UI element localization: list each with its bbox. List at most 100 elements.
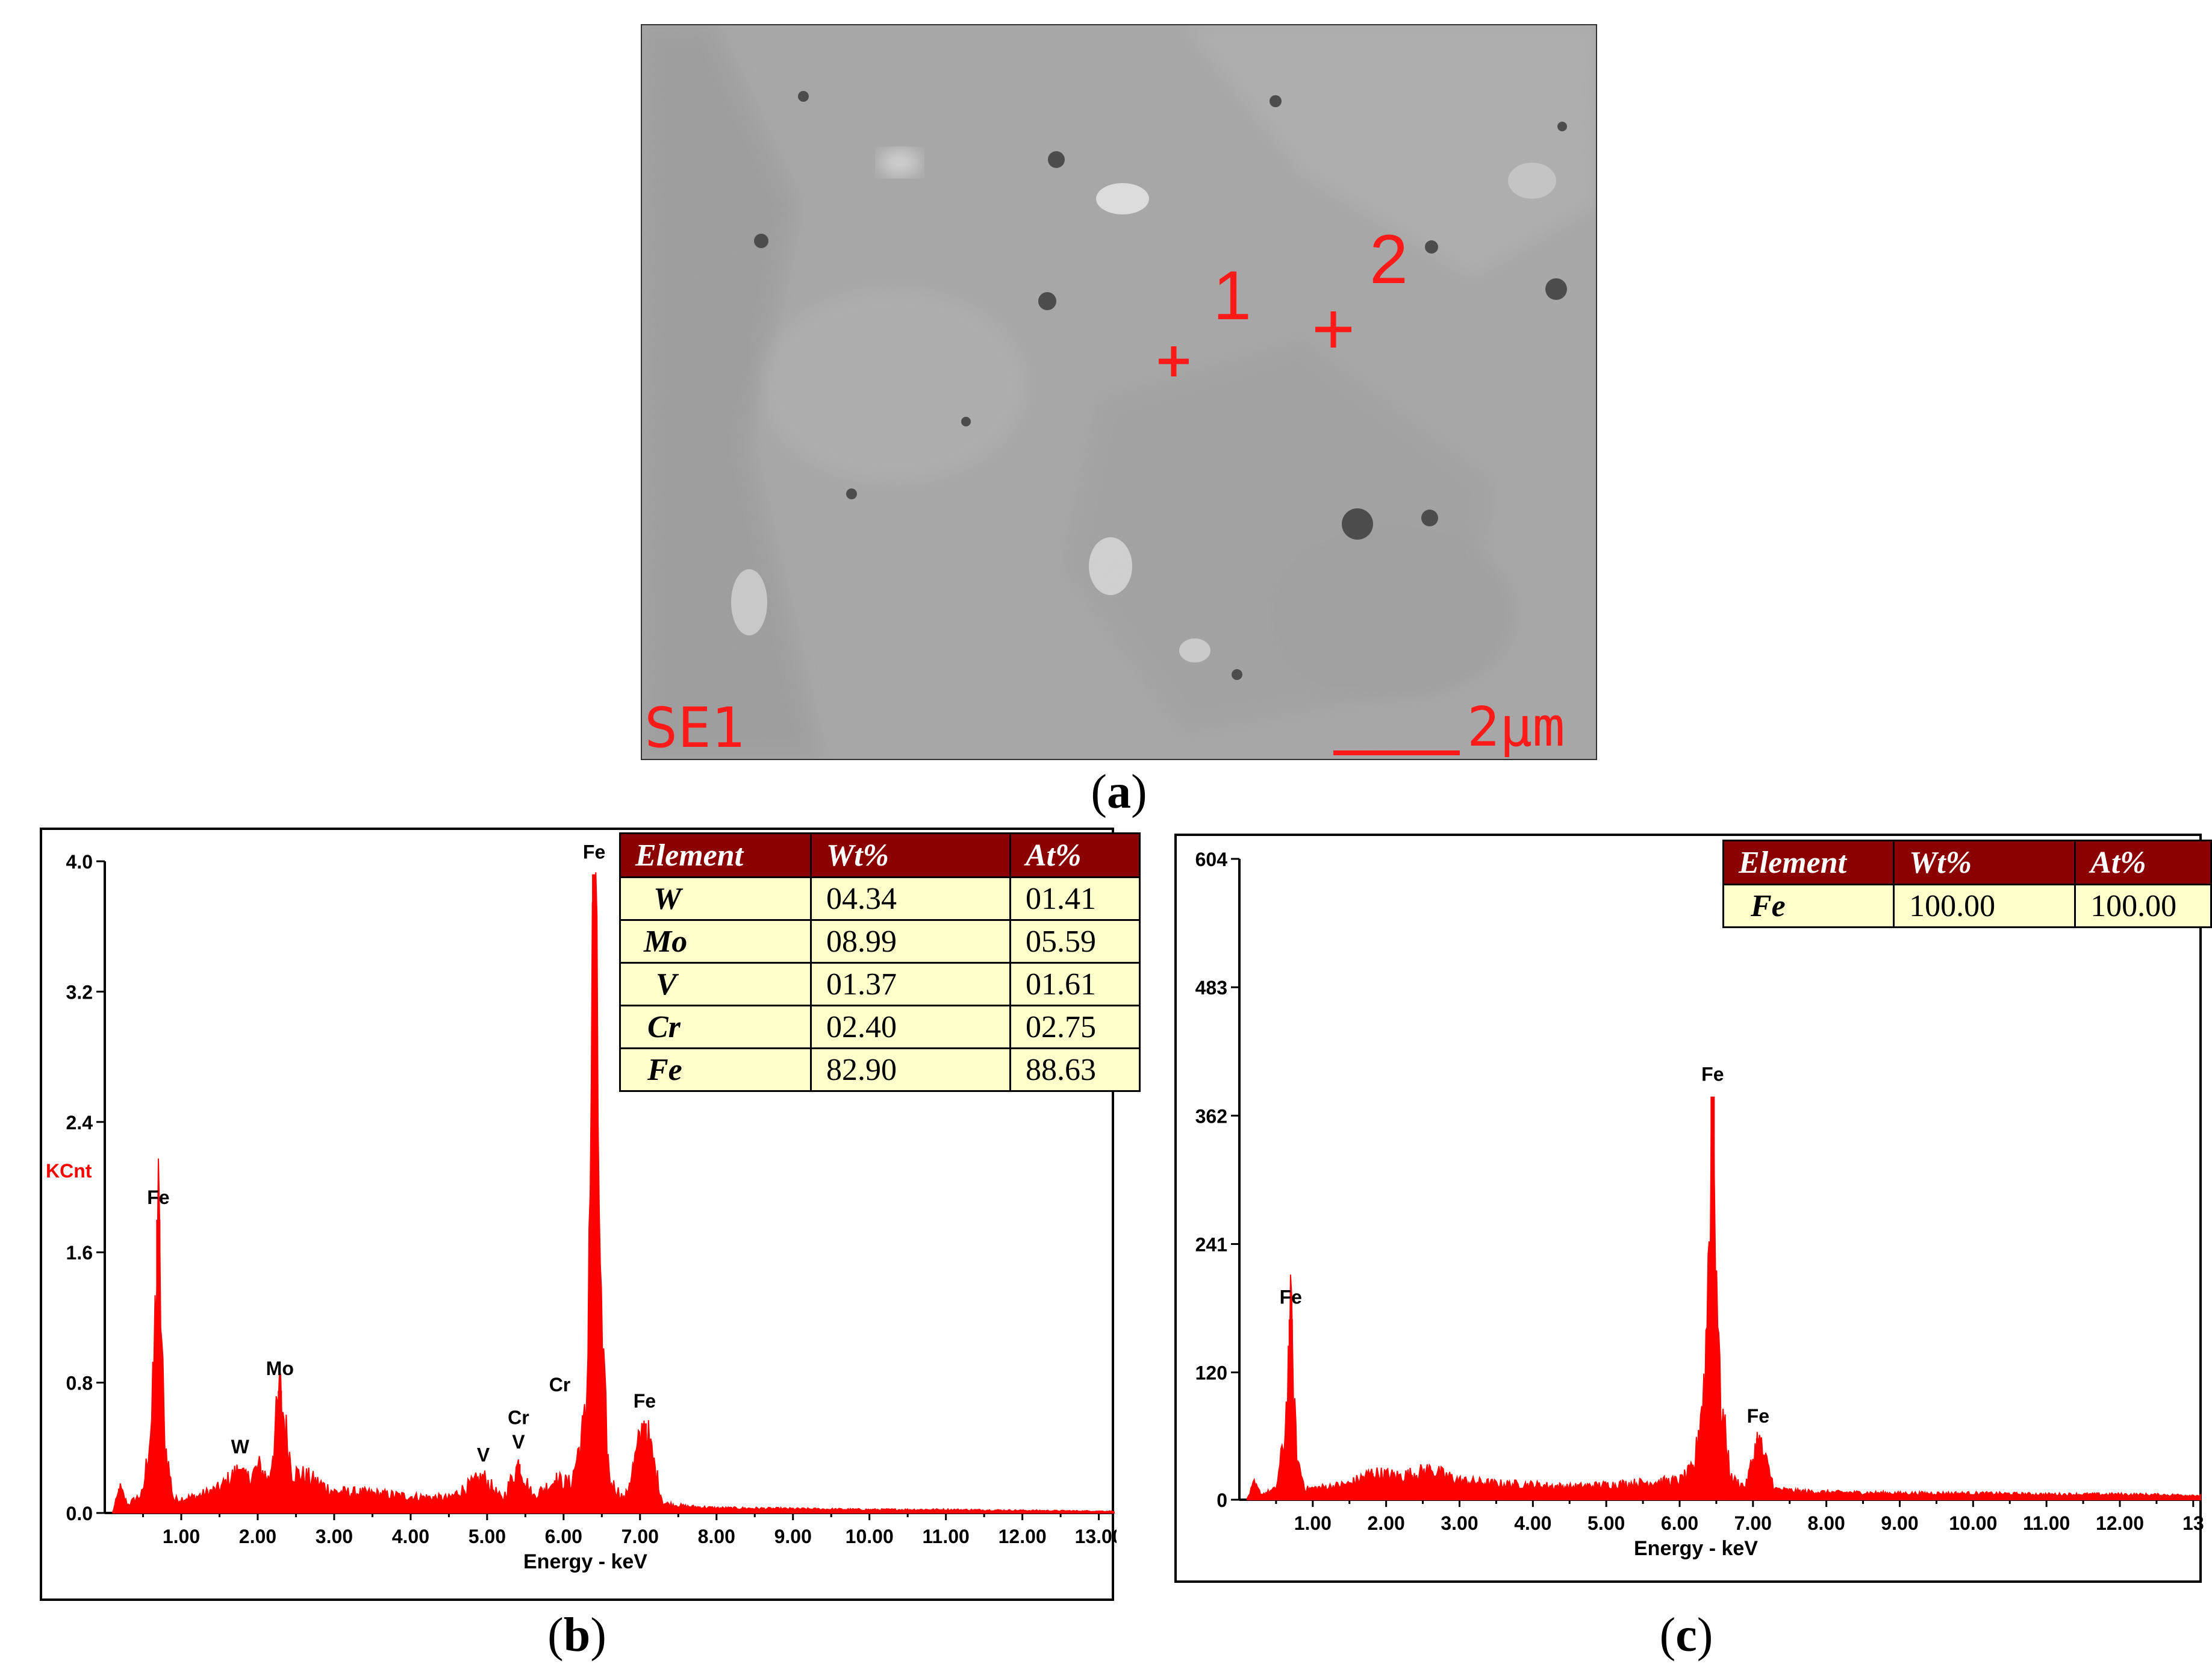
x-tick-label: 5.00 (469, 1526, 506, 1547)
detector-label: SE1 (644, 696, 744, 760)
cell-wt: 08.99 (810, 919, 1011, 964)
y-tick-label: 120 (1195, 1362, 1227, 1384)
x-tick-label: 1.00 (163, 1526, 200, 1547)
x-axis-label: Energy - keV (523, 1550, 647, 1573)
peak-label: Cr (508, 1406, 529, 1428)
x-tick-label: 9.00 (1881, 1512, 1918, 1534)
caption-b: (b) (547, 1609, 606, 1662)
x-tick-label: 5.00 (1587, 1512, 1625, 1534)
column-header-wt: Wt% (1893, 840, 2076, 885)
x-tick-label: 9.00 (774, 1526, 812, 1547)
column-header-element: Element (619, 832, 812, 878)
x-tick-label: 10.00 (1949, 1512, 1997, 1534)
table-row: V 01.37 01.61 (619, 962, 1141, 1006)
spectrum-chart-c: 0 120 241 362 483 604 1.00 2.00 3.00 4.00 5.00 6.00… (1195, 849, 2204, 1560)
spectrum-area (1246, 1111, 2202, 1500)
peak-label: Fe (147, 1187, 169, 1208)
x-tick-label: 4.00 (392, 1526, 429, 1547)
table-row: Fe 82.90 88.63 (619, 1047, 1141, 1092)
y-tick-label: 0 (1217, 1489, 1227, 1511)
spectrum-panel-c: 0 120 241 362 483 604 1.00 2.00 3.00 4.00 5.00 6.00… (1174, 834, 2204, 1583)
x-tick-label: 11.00 (2023, 1512, 2070, 1534)
cell-at: 100.00 (2074, 884, 2212, 928)
cell-element: V (619, 962, 812, 1006)
x-tick-label: 6.00 (545, 1526, 582, 1547)
column-header-element: Element (1722, 840, 1895, 885)
cell-at: 01.61 (1009, 962, 1141, 1006)
table-header-row: Element Wt% At% (619, 832, 1141, 878)
table-header-row: Element Wt% At% (1722, 840, 2212, 885)
column-header-wt: Wt% (810, 832, 1011, 878)
peak-label: V (512, 1431, 525, 1453)
cell-element: Fe (1722, 884, 1895, 928)
table-row: Fe 100.00 100.00 (1722, 884, 2212, 928)
y-tick-label: 2.4 (66, 1112, 93, 1134)
cell-wt: 82.90 (810, 1047, 1011, 1092)
peak-label: Mo (266, 1358, 294, 1379)
x-tick-label: 2.00 (1368, 1512, 1405, 1534)
y-tick-label: 4.0 (66, 851, 93, 873)
table-row: Cr 02.40 02.75 (619, 1005, 1141, 1049)
cell-element: W (619, 876, 812, 921)
x-tick-label: 13.00 (1075, 1526, 1117, 1547)
y-tick-label: 241 (1195, 1234, 1227, 1255)
cell-element: Mo (619, 919, 812, 964)
cell-at: 05.59 (1009, 919, 1141, 964)
x-axis-label: Energy - keV (1634, 1537, 1758, 1560)
cell-element: Cr (619, 1005, 812, 1049)
column-header-at: At% (2074, 840, 2212, 885)
peak-label: Fe (583, 841, 605, 863)
y-tick-label: 0.8 (66, 1373, 93, 1394)
peak-label: Fe (1280, 1287, 1302, 1308)
x-tick-label: 7.00 (622, 1526, 659, 1547)
peak-label: V (477, 1444, 490, 1465)
composition-table-b: Element Wt% At% W 04.34 01.41 Mo 08.99 0… (619, 832, 1141, 1092)
caption-a: (a) (1091, 766, 1147, 819)
point-2-marker (1315, 311, 1351, 348)
x-tick-label: 2.00 (239, 1526, 276, 1547)
x-tick-label: 12.00 (999, 1526, 1047, 1547)
cell-wt: 04.34 (810, 876, 1011, 921)
column-header-at: At% (1009, 832, 1141, 878)
x-tick-label: 10.00 (846, 1526, 894, 1547)
table-row: W 04.34 01.41 (619, 876, 1141, 921)
peak-label: Fe (1701, 1064, 1724, 1085)
point-1-marker (1159, 346, 1189, 376)
cell-wt: 01.37 (810, 962, 1011, 1006)
peak-label: Cr (549, 1374, 571, 1396)
peak-label: Fe (634, 1390, 656, 1412)
scale-bar-label: 2µm (1467, 696, 1565, 759)
cell-at: 88.63 (1009, 1047, 1141, 1092)
cell-element: Fe (619, 1047, 812, 1092)
y-tick-label: 362 (1195, 1105, 1227, 1127)
cell-wt: 02.40 (810, 1005, 1011, 1049)
point-2-label: 2 (1369, 221, 1408, 298)
x-tick-label: 7.00 (1734, 1512, 1772, 1534)
x-tick-label: 12.00 (2096, 1512, 2144, 1534)
cell-at: 02.75 (1009, 1005, 1141, 1049)
x-tick-label: 4.00 (1514, 1512, 1551, 1534)
peak-label: W (231, 1436, 250, 1458)
y-tick-label: 1.6 (66, 1242, 93, 1264)
x-tick-label: 13 (2182, 1512, 2204, 1534)
x-tick-label: 8.00 (698, 1526, 735, 1547)
y-tick-label: 604 (1195, 849, 1228, 870)
composition-table-c: Element Wt% At% Fe 100.00 100.00 (1722, 840, 2212, 928)
y-axis-label: KCnt (46, 1160, 92, 1182)
cell-at: 01.41 (1009, 876, 1141, 921)
x-tick-label: 6.00 (1661, 1512, 1698, 1534)
caption-c: (c) (1659, 1609, 1713, 1662)
point-1-label: 1 (1213, 257, 1251, 334)
x-tick-label: 1.00 (1294, 1512, 1332, 1534)
cell-wt: 100.00 (1893, 884, 2076, 928)
x-tick-label: 8.00 (1808, 1512, 1845, 1534)
x-tick-label: 3.00 (1441, 1512, 1478, 1534)
y-tick-label: 483 (1195, 977, 1227, 999)
x-tick-label: 3.00 (316, 1526, 353, 1547)
spectrum-chart-b: 0.0 0.8 1.6 2.4 3.2 4.0 1.00 2.00 3.00 4.00 5.00 6.… (46, 841, 1117, 1573)
y-tick-label: 0.0 (66, 1503, 93, 1524)
x-tick-label: 11.00 (923, 1526, 970, 1547)
peak-label: Fe (1747, 1405, 1769, 1427)
sem-micrograph: 1 2 SE1 2µm (641, 24, 1597, 760)
table-row: Mo 08.99 05.59 (619, 919, 1141, 964)
